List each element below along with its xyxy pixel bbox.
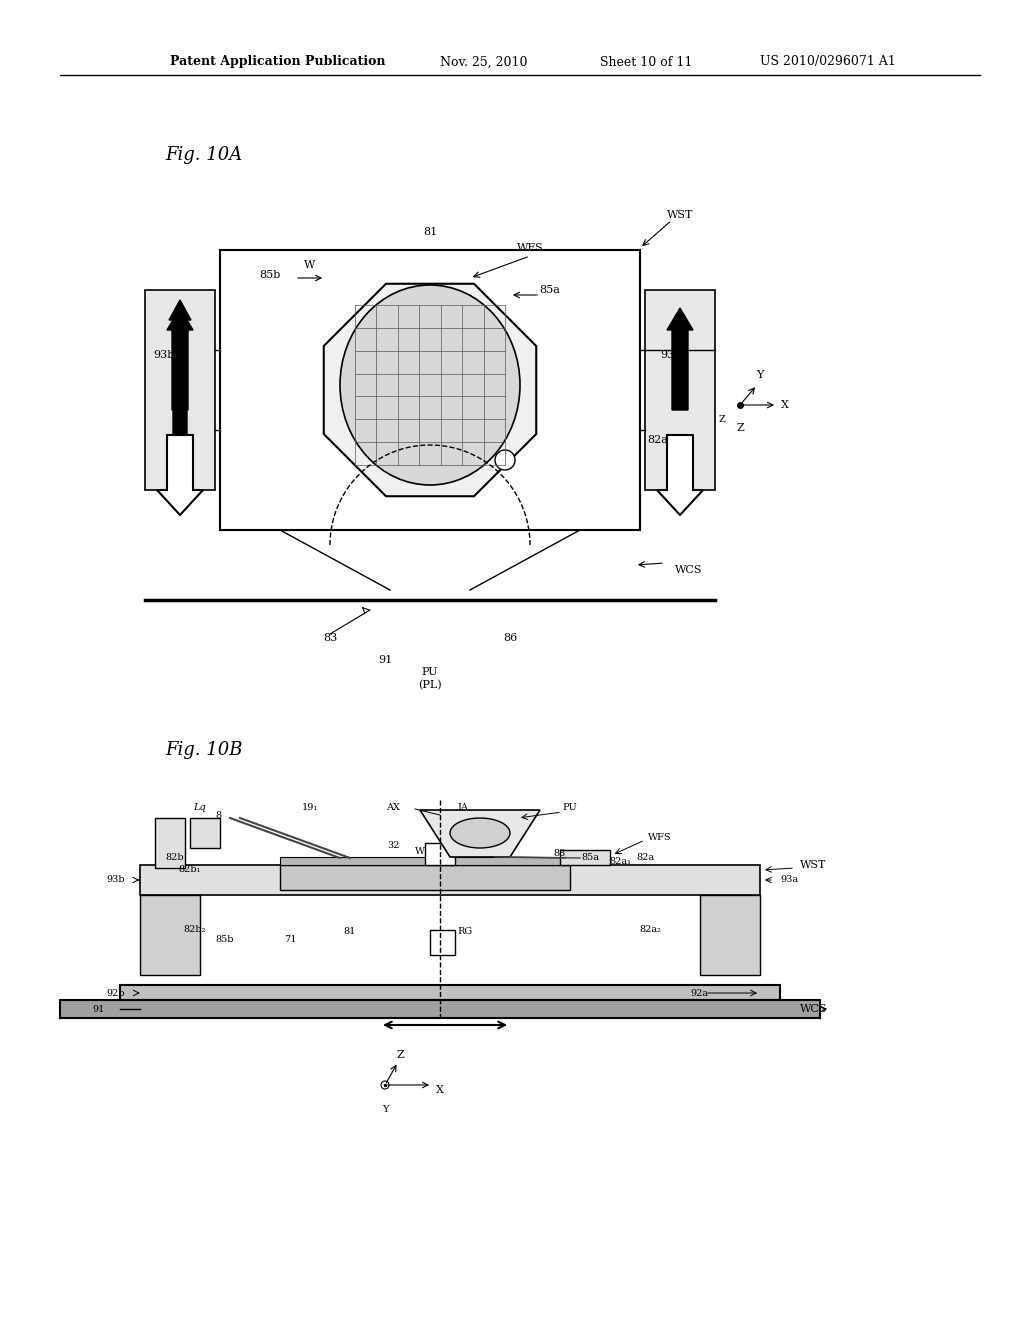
Text: 71: 71 xyxy=(284,936,296,945)
Text: 85b: 85b xyxy=(216,936,234,945)
Bar xyxy=(430,931,455,954)
Text: 92b: 92b xyxy=(106,989,125,998)
Text: 92a: 92a xyxy=(690,989,709,998)
Text: 85a: 85a xyxy=(540,285,560,294)
Text: 8: 8 xyxy=(215,812,221,821)
Text: 82b: 82b xyxy=(166,854,184,862)
Text: W: W xyxy=(415,847,425,857)
Text: X: X xyxy=(781,400,788,411)
Text: 81: 81 xyxy=(344,928,356,936)
Bar xyxy=(700,895,760,975)
Bar xyxy=(60,1001,820,1018)
Text: 32: 32 xyxy=(387,841,399,850)
Ellipse shape xyxy=(340,285,520,484)
Text: 85a: 85a xyxy=(581,854,599,862)
Text: 82b₂: 82b₂ xyxy=(184,925,206,935)
Bar xyxy=(120,985,780,1001)
Text: 82b₁: 82b₁ xyxy=(179,866,202,874)
Text: WCS: WCS xyxy=(675,565,702,576)
Text: WFS: WFS xyxy=(648,833,672,842)
Text: Y: Y xyxy=(382,1106,388,1114)
Text: WST: WST xyxy=(667,210,693,220)
Text: W: W xyxy=(304,260,315,271)
Text: 93b: 93b xyxy=(154,350,175,360)
Text: Fig. 10A: Fig. 10A xyxy=(165,147,243,164)
Polygon shape xyxy=(657,436,703,515)
Bar xyxy=(280,857,570,865)
Text: 81: 81 xyxy=(423,227,437,238)
Circle shape xyxy=(495,450,515,470)
Text: PU: PU xyxy=(422,667,438,677)
Text: 82a₁: 82a₁ xyxy=(609,858,631,866)
Text: Y: Y xyxy=(757,370,764,380)
Bar xyxy=(560,850,610,865)
Bar xyxy=(145,290,215,490)
Text: 86: 86 xyxy=(503,634,517,643)
Text: (PL): (PL) xyxy=(418,680,441,690)
Bar xyxy=(220,249,640,531)
Text: Nov. 25, 2010: Nov. 25, 2010 xyxy=(440,55,527,69)
Text: 85b: 85b xyxy=(259,271,281,280)
Bar xyxy=(425,843,455,865)
Bar xyxy=(155,818,185,869)
Text: Z: Z xyxy=(719,416,725,425)
Text: US 2010/0296071 A1: US 2010/0296071 A1 xyxy=(760,55,896,69)
Bar xyxy=(140,895,200,975)
Text: Z: Z xyxy=(396,1049,403,1060)
Text: Sheet 10 of 11: Sheet 10 of 11 xyxy=(600,55,692,69)
Text: Z: Z xyxy=(736,422,743,433)
Text: 83: 83 xyxy=(554,849,566,858)
Text: WFS: WFS xyxy=(517,243,544,253)
Polygon shape xyxy=(324,284,537,496)
Bar xyxy=(140,865,760,895)
Bar xyxy=(280,865,570,890)
Text: Lq: Lq xyxy=(194,804,207,813)
Bar xyxy=(645,290,715,490)
Text: Fig. 10B: Fig. 10B xyxy=(165,741,243,759)
Text: 82a₂: 82a₂ xyxy=(639,925,660,935)
FancyArrow shape xyxy=(667,308,693,411)
Text: 83: 83 xyxy=(323,634,337,643)
Text: PU: PU xyxy=(562,804,578,813)
Text: 19₁: 19₁ xyxy=(302,804,318,813)
Text: RG: RG xyxy=(458,928,472,936)
Text: 82a: 82a xyxy=(636,854,654,862)
FancyArrow shape xyxy=(167,308,193,411)
Polygon shape xyxy=(157,436,203,515)
Text: X: X xyxy=(436,1085,444,1096)
Text: 91: 91 xyxy=(92,1005,105,1014)
FancyArrow shape xyxy=(169,300,191,459)
Text: 93a: 93a xyxy=(660,350,681,360)
Ellipse shape xyxy=(450,818,510,847)
Text: WCS: WCS xyxy=(800,1005,827,1014)
Bar xyxy=(190,818,220,847)
Text: 91: 91 xyxy=(378,655,392,665)
Text: 93a: 93a xyxy=(780,875,798,884)
Text: 82a₁: 82a₁ xyxy=(647,436,672,445)
Polygon shape xyxy=(420,810,540,857)
Text: WST: WST xyxy=(800,861,826,870)
Text: 93b: 93b xyxy=(106,875,125,884)
Text: IA: IA xyxy=(458,804,469,813)
Text: Patent Application Publication: Patent Application Publication xyxy=(170,55,385,69)
Text: AX: AX xyxy=(386,804,400,813)
Text: 82b₁: 82b₁ xyxy=(169,436,195,445)
